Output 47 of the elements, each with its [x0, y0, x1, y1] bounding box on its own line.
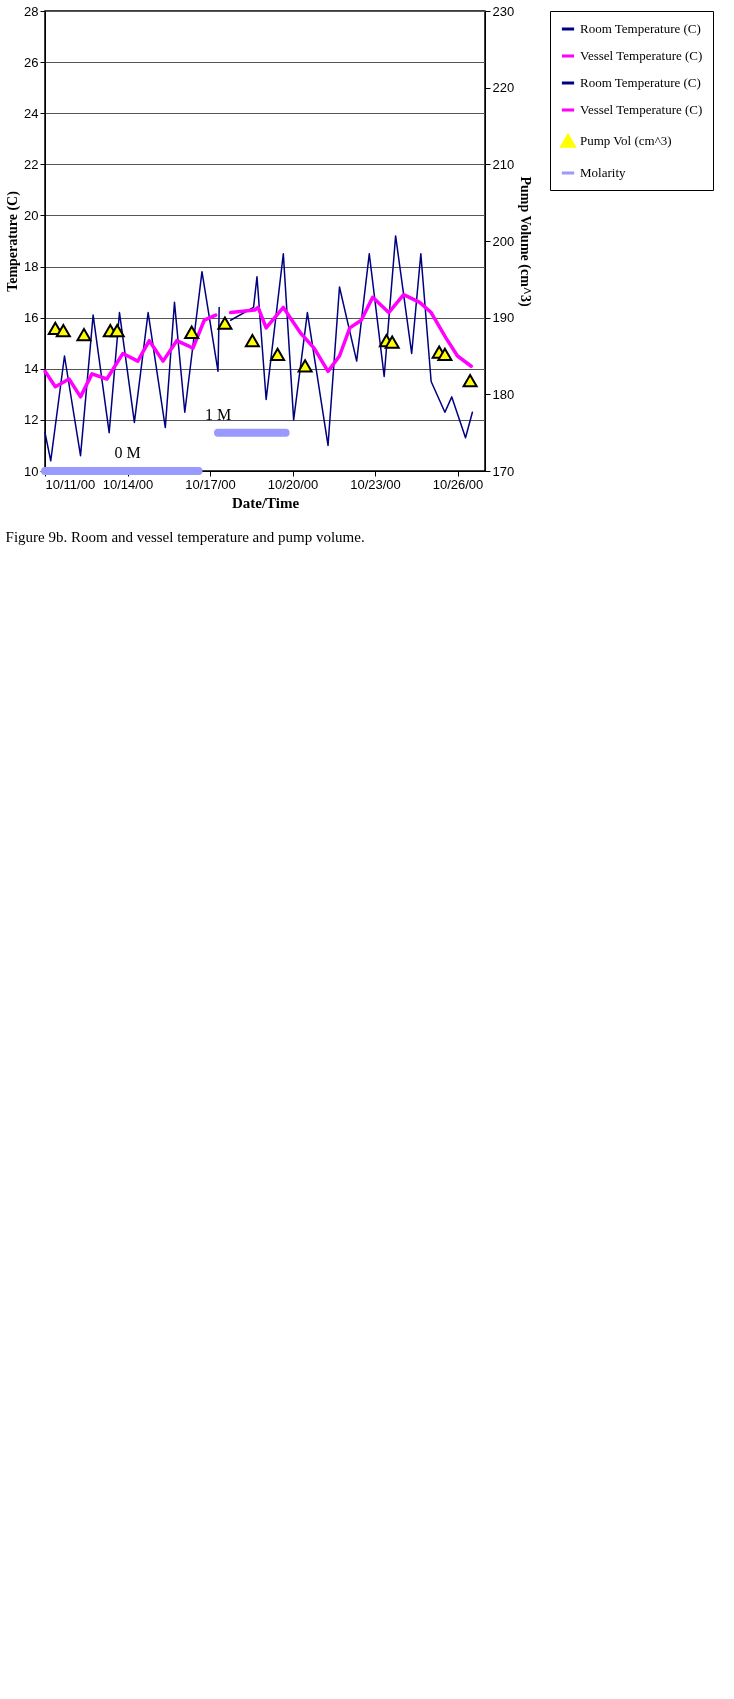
y-tick-label: 20: [24, 207, 39, 223]
y2-tick-label: 180: [492, 386, 515, 402]
y2-tick-label: 170: [492, 463, 515, 479]
point: [384, 335, 400, 349]
y2-tick-label: 210: [492, 156, 515, 172]
y-tick-label: 26: [24, 54, 39, 70]
point: [109, 324, 125, 338]
y2-axis-title: Pump Volume (cm^3): [517, 176, 534, 307]
point: [244, 334, 260, 348]
x-tick-label: 10/26/00: [432, 476, 484, 492]
y-tick-label: 12: [24, 412, 39, 428]
x-tick-label: 10/23/00: [350, 476, 401, 492]
y-tick-label: 28: [24, 3, 39, 19]
y-tick-label: 24: [24, 105, 39, 121]
point: [270, 347, 286, 362]
annotation: 1 M: [204, 405, 232, 423]
y2-tick-label: 220: [492, 80, 515, 96]
legend-label: Vessel Temperature (C): [580, 48, 703, 63]
x-tick-label: 10/17/00: [185, 476, 236, 492]
point: [76, 327, 92, 342]
x-tick-label: 10/11/00: [45, 476, 96, 492]
y2-tick-label: 200: [492, 233, 515, 249]
y-tick-label: 10: [24, 463, 39, 479]
caption: Figure 9b. Room and vessel temperature and pump volume.: [5, 529, 365, 545]
x-tick-label: 10/14/00: [102, 476, 154, 492]
line-series: [228, 292, 473, 374]
legend-label: Room Temperature (C): [580, 21, 701, 36]
point: [55, 324, 71, 338]
y-tick-label: 14: [24, 361, 39, 377]
y-tick-label: 22: [24, 156, 39, 172]
point: [462, 373, 478, 388]
y2-tick-label: 190: [492, 310, 515, 326]
x-tick-label: 10/20/00: [267, 476, 319, 492]
y-tick-label: 18: [24, 259, 39, 275]
y2-tick-label: 230: [492, 3, 515, 19]
y-axis-title: Temperature (C): [5, 190, 22, 292]
point: [184, 325, 200, 339]
legend-label: Vessel Temperature (C): [580, 102, 703, 117]
annotation: 0 M: [114, 444, 141, 461]
legend-label: Pump Vol (cm^3): [580, 133, 672, 148]
point: [437, 347, 453, 362]
x-axis-title: Date/Time: [231, 494, 300, 511]
legend-label: Molarity: [580, 165, 626, 180]
point: [217, 316, 233, 330]
y-tick-label: 16: [24, 310, 39, 326]
point: [297, 359, 313, 373]
legend-label: Room Temperature (C): [580, 75, 701, 90]
